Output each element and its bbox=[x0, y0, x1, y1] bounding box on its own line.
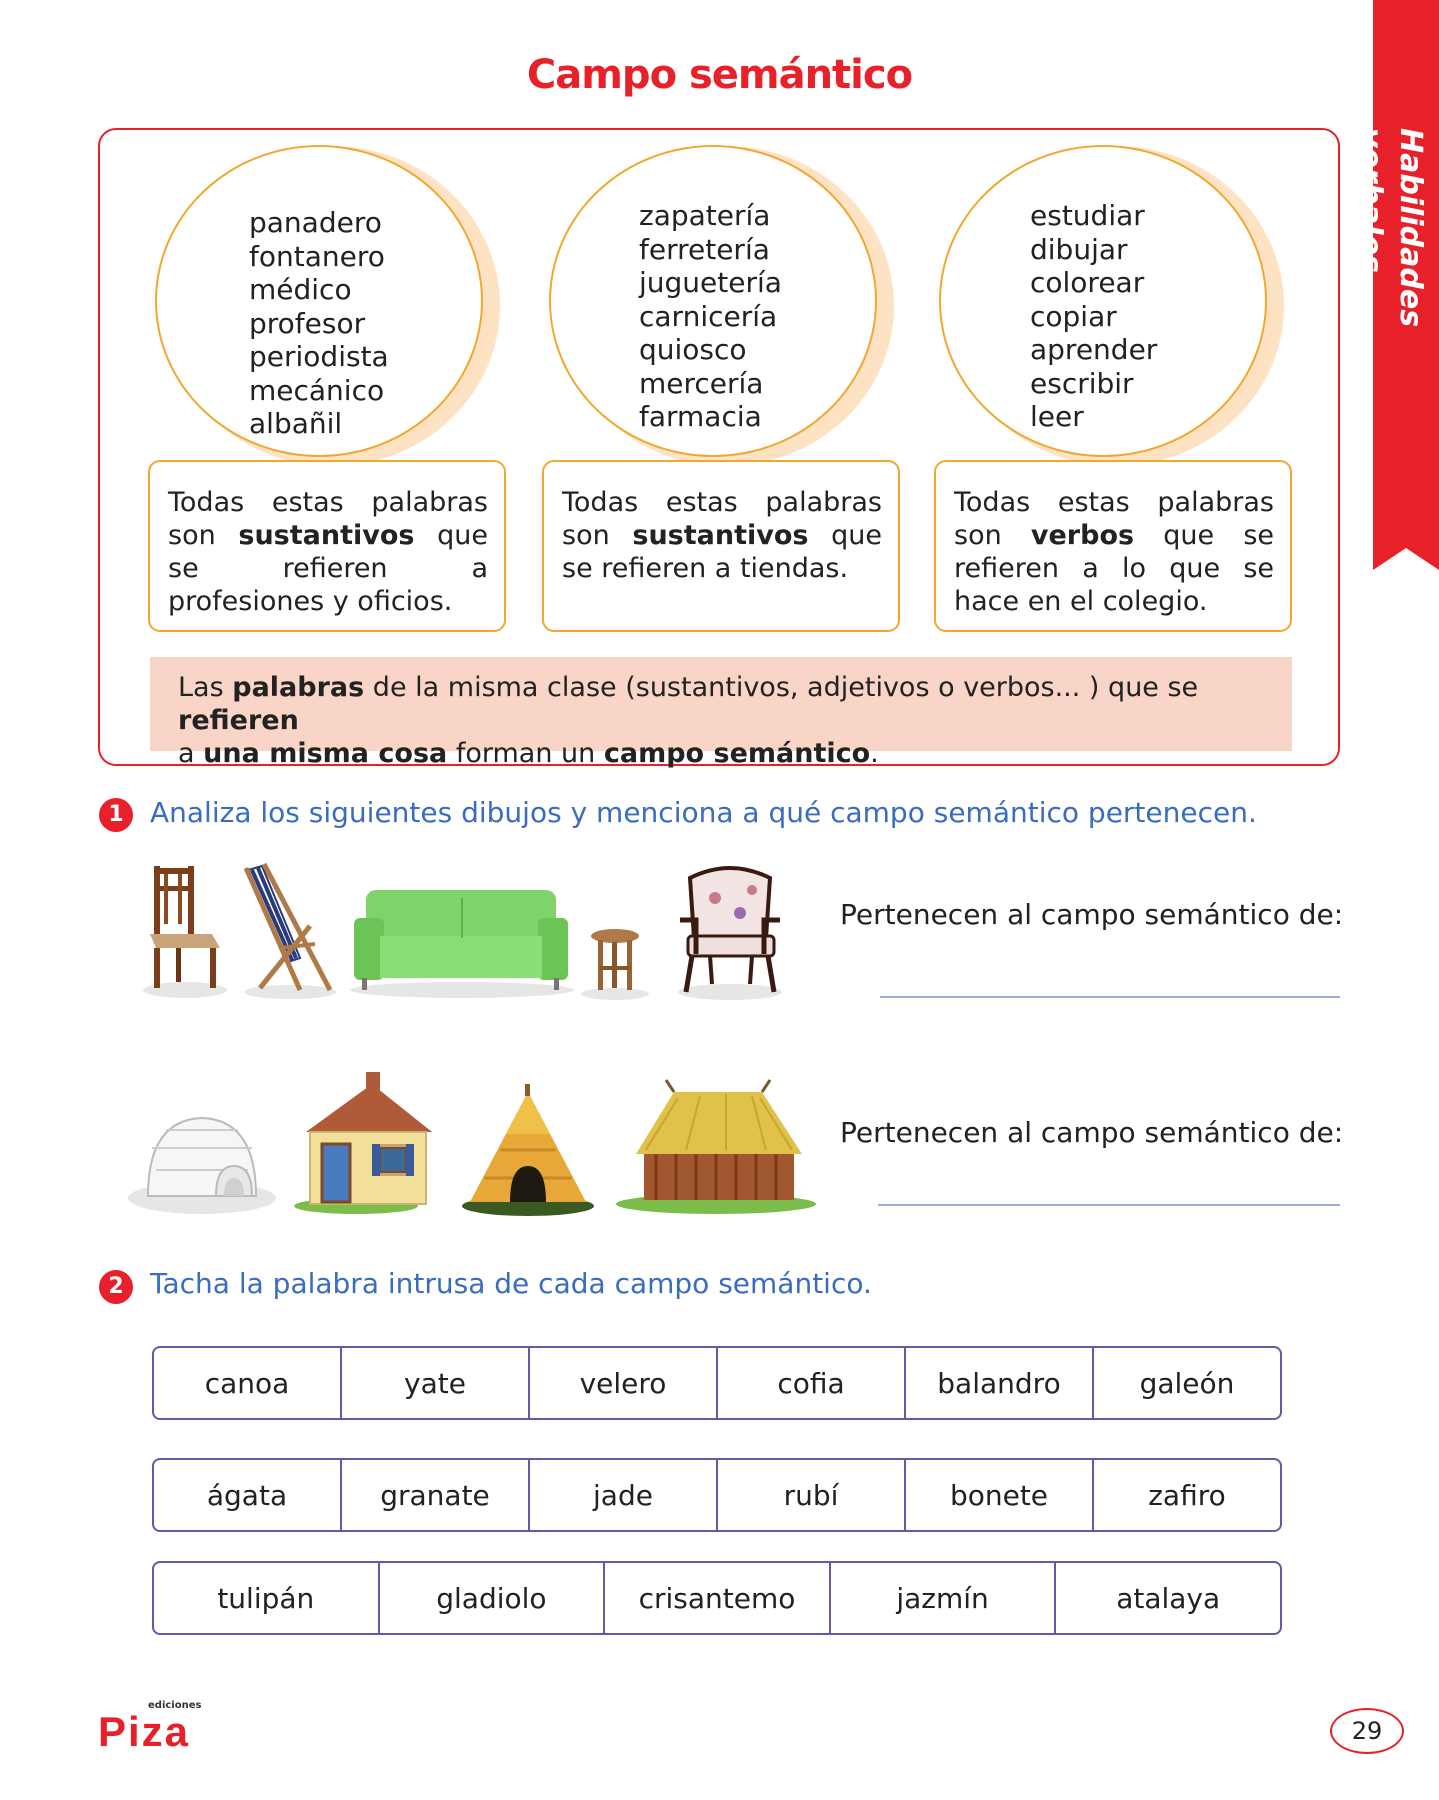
publisher-logo: ediciones Piza bbox=[98, 1700, 208, 1755]
list-item: fontanero bbox=[249, 239, 385, 273]
description-school-verbs: Todas estas palabras son verbos que se r… bbox=[934, 460, 1292, 632]
deck-chair-image bbox=[243, 862, 336, 999]
word-cell[interactable]: jade bbox=[528, 1460, 716, 1530]
answer-prompt: Pertenecen al campo semántico de: bbox=[840, 898, 1344, 931]
desc-text: que se refieren a lo que se hace en el c… bbox=[954, 520, 1274, 617]
list-item: juguetería bbox=[639, 266, 782, 299]
list-item: panadero bbox=[249, 206, 382, 239]
side-tab-ribbon bbox=[1373, 0, 1439, 570]
word-cell[interactable]: rubí bbox=[716, 1460, 904, 1530]
word-row-gems: ágata granate jade rubí bonete zafiro bbox=[152, 1458, 1282, 1532]
description-professions: Todas estas palabras son sustantivos que… bbox=[148, 460, 506, 632]
page-number: 29 bbox=[1330, 1708, 1404, 1754]
desc-text: que se refieren a profesiones y oficios. bbox=[168, 520, 488, 617]
word-cell[interactable]: crisantemo bbox=[603, 1563, 829, 1633]
exercise-number-badge: 2 bbox=[99, 1270, 133, 1304]
sofa-image bbox=[350, 890, 574, 998]
rule-text: de la misma clase (sustantivos, adjetivo… bbox=[364, 672, 1199, 703]
word-cell[interactable]: granate bbox=[340, 1460, 528, 1530]
rule-text: Las bbox=[178, 672, 233, 703]
rule-text: . bbox=[870, 738, 879, 769]
word-list-professions: panadero fontanero médico profesor perio… bbox=[249, 206, 389, 441]
chair-image bbox=[143, 866, 227, 998]
answer-line[interactable] bbox=[880, 996, 1340, 998]
word-cell[interactable]: zafiro bbox=[1092, 1460, 1280, 1530]
dwelling-illustrations bbox=[128, 1072, 816, 1216]
word-circle-shops bbox=[549, 145, 877, 457]
desc-text: Todas estas palabras son bbox=[954, 487, 1274, 551]
desc-text: Todas estas palabras son bbox=[168, 487, 488, 551]
list-item: periodista bbox=[249, 340, 389, 373]
rule-keyword: una misma cosa bbox=[203, 738, 448, 769]
word-cell[interactable]: balandro bbox=[904, 1348, 1092, 1418]
desc-text: Todas estas palabras son bbox=[562, 487, 882, 551]
list-item: albañil bbox=[249, 407, 343, 440]
word-circle-professions bbox=[155, 145, 483, 457]
rule-text: forman un bbox=[447, 738, 604, 769]
logo-subtitle: ediciones bbox=[148, 1700, 202, 1711]
hut-image bbox=[462, 1084, 594, 1216]
stool-image bbox=[581, 929, 649, 1000]
answer-line[interactable] bbox=[878, 1204, 1340, 1206]
desc-keyword: sustantivos bbox=[632, 520, 809, 551]
desc-text: que se refieren a tiendas. bbox=[562, 520, 882, 584]
rule-keyword: campo semántico bbox=[603, 738, 871, 769]
word-cell[interactable]: gladiolo bbox=[377, 1563, 604, 1633]
concept-box bbox=[98, 128, 1340, 766]
definition-box: Las palabras de la misma clase (sustanti… bbox=[150, 657, 1292, 769]
list-item: escribir bbox=[1030, 366, 1134, 400]
word-cell[interactable]: galeón bbox=[1092, 1348, 1280, 1418]
list-item: aprender bbox=[1030, 333, 1158, 366]
thatched-cabin-image bbox=[616, 1079, 816, 1214]
logo-wordmark: Piza bbox=[98, 1708, 191, 1755]
list-item: dibujar bbox=[1030, 232, 1128, 266]
word-list-school-verbs: estudiar dibujar colorear copiar aprende… bbox=[1030, 199, 1157, 434]
list-item: colorear bbox=[1030, 266, 1145, 299]
igloo-image bbox=[128, 1116, 276, 1214]
word-cell[interactable]: tulipán bbox=[217, 1581, 315, 1615]
exercise-instruction: Tacha la palabra intrusa de cada campo s… bbox=[150, 1267, 872, 1300]
page-title: Campo semántico bbox=[526, 52, 913, 98]
word-list-shops: zapatería ferretería juguetería carnicer… bbox=[639, 199, 782, 434]
rule-keyword: refieren bbox=[178, 705, 299, 736]
list-item: médico bbox=[249, 273, 352, 306]
list-item: leer bbox=[1030, 400, 1084, 433]
answer-prompt: Pertenecen al campo semántico de: bbox=[840, 1116, 1344, 1149]
rule-text: a bbox=[178, 738, 204, 769]
word-cell[interactable]: yate bbox=[340, 1348, 528, 1418]
armchair-image bbox=[678, 866, 782, 1000]
word-cell[interactable]: canoa bbox=[204, 1366, 290, 1400]
word-cell[interactable]: bonete bbox=[904, 1460, 1092, 1530]
description-shops: Todas estas palabras son sustantivos que… bbox=[542, 460, 900, 632]
rule-keyword: palabras bbox=[232, 672, 365, 703]
list-item: zapatería bbox=[639, 199, 771, 232]
word-cell[interactable]: jazmín bbox=[828, 1563, 1055, 1633]
list-item: profesor bbox=[249, 306, 366, 340]
list-item: copiar bbox=[1030, 299, 1117, 333]
list-item: carnicería bbox=[639, 299, 778, 333]
word-cell[interactable]: ágata bbox=[206, 1478, 288, 1512]
word-row-boats: canoa yate velero cofia balandro galeón bbox=[152, 1346, 1282, 1420]
list-item: farmacia bbox=[639, 400, 762, 433]
list-item: ferretería bbox=[639, 232, 770, 266]
exercise-instruction: Analiza los siguientes dibujos y mencion… bbox=[150, 796, 1257, 829]
exercise-number-badge: 1 bbox=[99, 798, 133, 832]
desc-keyword: sustantivos bbox=[238, 520, 415, 551]
list-item: estudiar bbox=[1030, 199, 1145, 232]
side-tab-label: Habilidades verbales bbox=[1353, 128, 1428, 328]
list-item: quiosco bbox=[639, 333, 747, 366]
desc-keyword: verbos bbox=[1030, 520, 1135, 551]
list-item: mercería bbox=[639, 366, 764, 400]
list-item: mecánico bbox=[249, 373, 385, 407]
word-cell[interactable]: cofia bbox=[716, 1348, 904, 1418]
furniture-illustrations bbox=[143, 862, 782, 1000]
word-cell[interactable]: atalaya bbox=[1054, 1563, 1280, 1633]
word-circle-school-verbs bbox=[939, 145, 1267, 457]
word-cell[interactable]: velero bbox=[528, 1348, 716, 1418]
house-image bbox=[294, 1072, 432, 1214]
word-row-flowers: tulipán gladiolo crisantemo jazmín atala… bbox=[152, 1561, 1282, 1635]
